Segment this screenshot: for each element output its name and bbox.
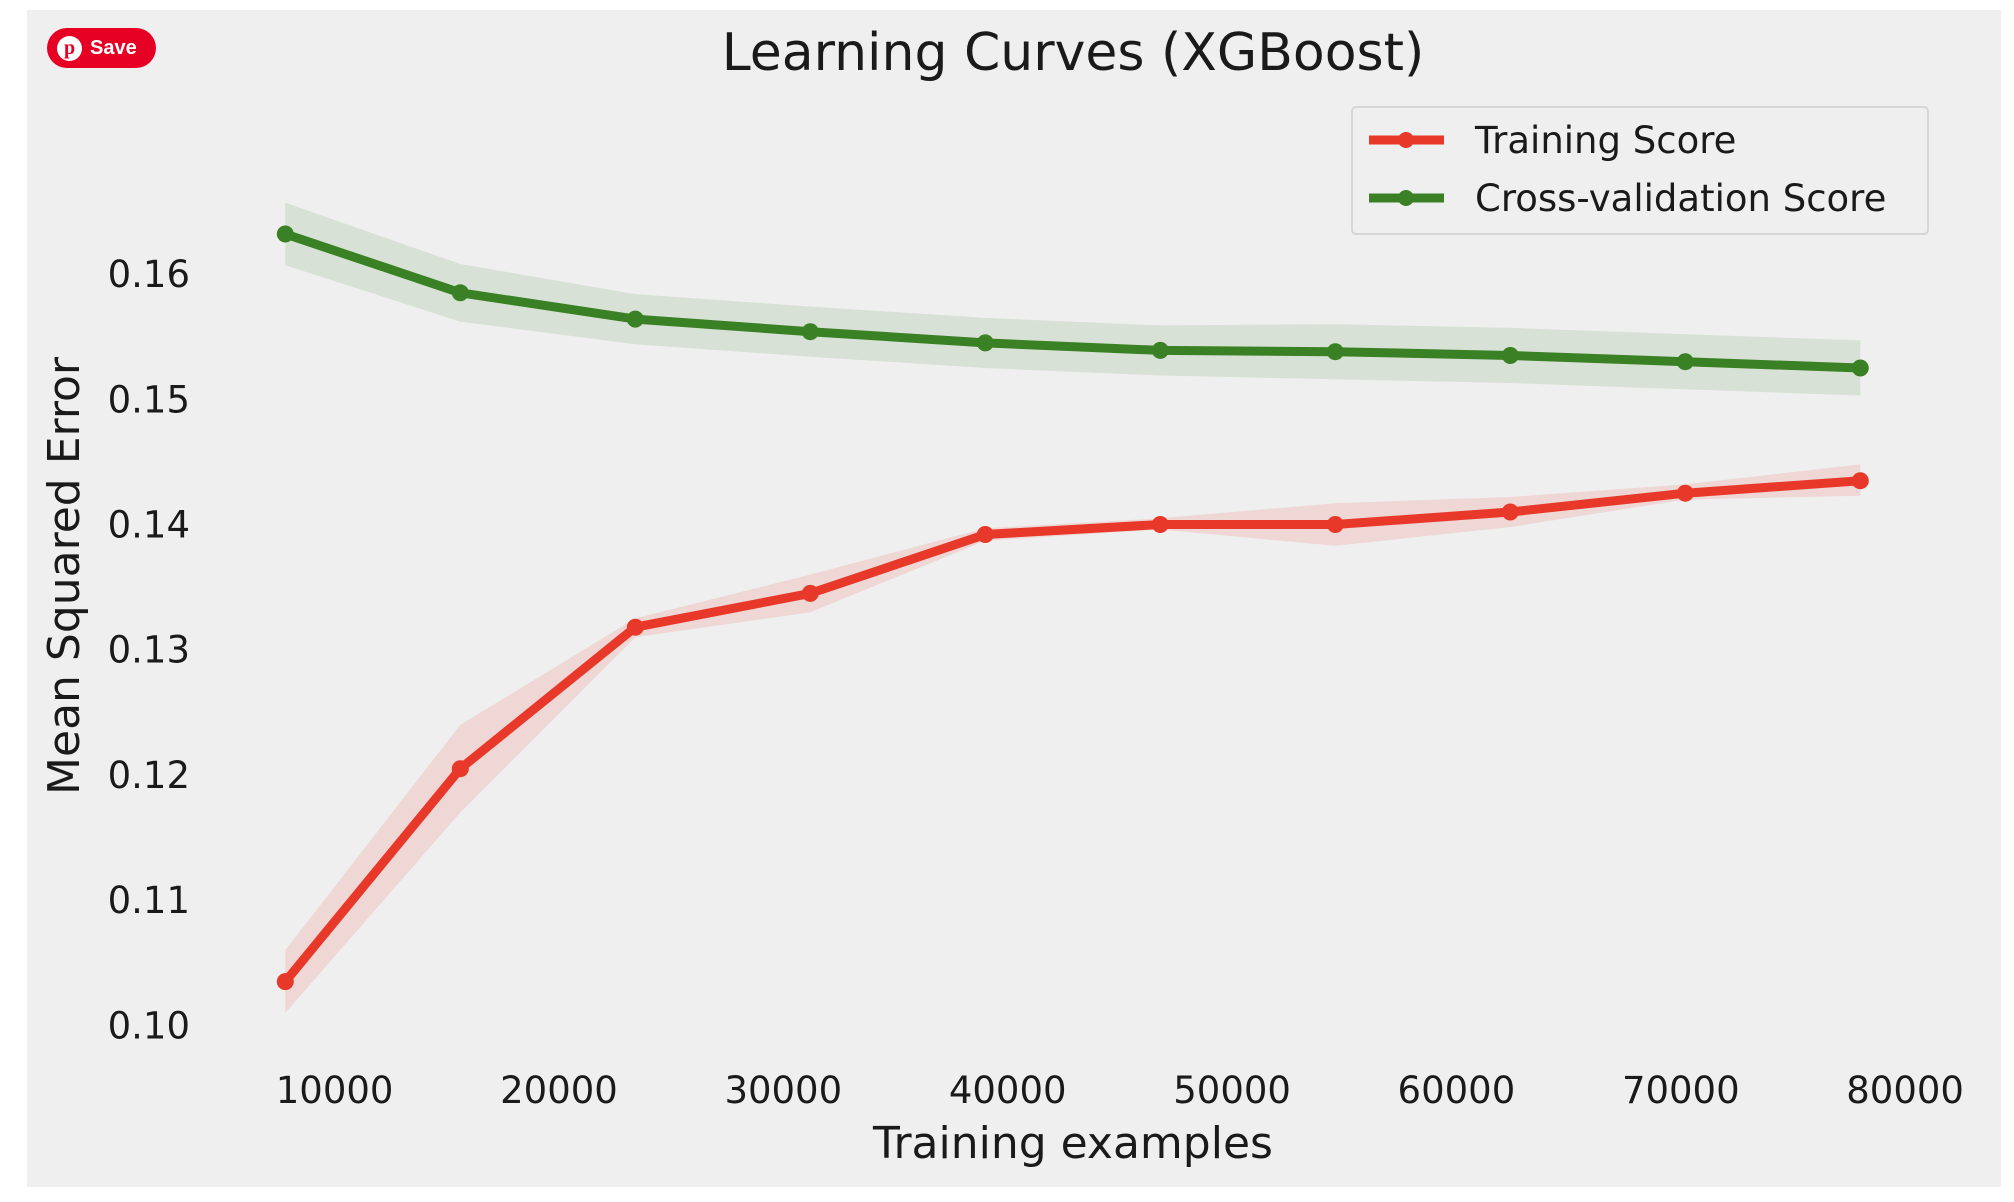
line-training-score	[280, 476, 1865, 987]
y-tick-label: 0.15	[108, 378, 190, 421]
point-cross-validation-score	[626, 310, 644, 328]
x-tick-label: 40000	[949, 1069, 1067, 1112]
x-tick-label: 20000	[500, 1069, 618, 1112]
point-training-score	[1501, 503, 1519, 521]
x-tick-label: 10000	[276, 1069, 394, 1112]
point-training-score	[626, 618, 644, 636]
series-points	[276, 225, 1869, 991]
confidence-bands	[285, 202, 1861, 1013]
y-tick-label: 0.10	[108, 1004, 190, 1047]
band-cross-validation-score	[285, 202, 1861, 396]
legend-label-training: Training Score	[1474, 119, 1736, 162]
point-training-score	[1151, 516, 1169, 533]
x-tick-label: 70000	[1622, 1069, 1740, 1112]
point-cross-validation-score	[1676, 353, 1694, 371]
point-cross-validation-score	[801, 323, 819, 341]
point-cross-validation-score	[976, 334, 994, 352]
y-tick-label: 0.12	[108, 754, 190, 797]
legend-marker-training	[1398, 132, 1414, 148]
y-tick-label: 0.13	[108, 629, 190, 672]
point-training-score	[276, 973, 294, 991]
y-axis-label: Mean Squared Error	[39, 356, 90, 795]
point-cross-validation-score	[1326, 343, 1344, 361]
legend-label-cross-validation: Cross-validation Score	[1475, 177, 1886, 220]
x-tick-label: 80000	[1846, 1069, 1964, 1112]
point-cross-validation-score	[1151, 341, 1169, 359]
x-tick-label: 50000	[1173, 1069, 1291, 1112]
legend-marker-cross-validation	[1398, 190, 1414, 206]
pinterest-icon: p	[57, 35, 82, 61]
y-tick-label: 0.14	[108, 504, 190, 547]
point-cross-validation-score	[276, 225, 294, 243]
point-training-score	[801, 584, 819, 602]
chart-title: Learning Curves (XGBoost)	[722, 23, 1425, 83]
x-axis-label: Training examples	[872, 1118, 1273, 1169]
legend-frame	[1351, 106, 1929, 235]
y-tick-label: 0.11	[108, 879, 190, 922]
point-training-score	[1326, 516, 1344, 533]
point-training-score	[1851, 472, 1869, 490]
pinterest-save-button[interactable]: p Save	[47, 28, 156, 68]
line-cross-validation-score	[280, 229, 1865, 373]
x-axis-ticks: 10000 20000 30000 40000 50000 60000 70000 80000	[276, 1069, 1964, 1112]
point-cross-validation-score	[1501, 347, 1519, 364]
save-button-label: Save	[90, 36, 137, 59]
x-tick-label: 30000	[724, 1069, 842, 1112]
point-cross-validation-score	[1851, 359, 1869, 377]
point-training-score	[1676, 484, 1694, 502]
y-tick-label: 0.16	[108, 253, 190, 296]
point-cross-validation-score	[451, 284, 469, 302]
point-training-score	[976, 526, 994, 543]
x-tick-label: 60000	[1398, 1069, 1516, 1112]
point-training-score	[451, 760, 469, 778]
legend: Training Score Cross-validation Score	[1351, 106, 1929, 235]
series-lines	[280, 229, 1865, 987]
y-axis-ticks: 0.10 0.11 0.12 0.13 0.14 0.15 0.16	[108, 253, 190, 1047]
